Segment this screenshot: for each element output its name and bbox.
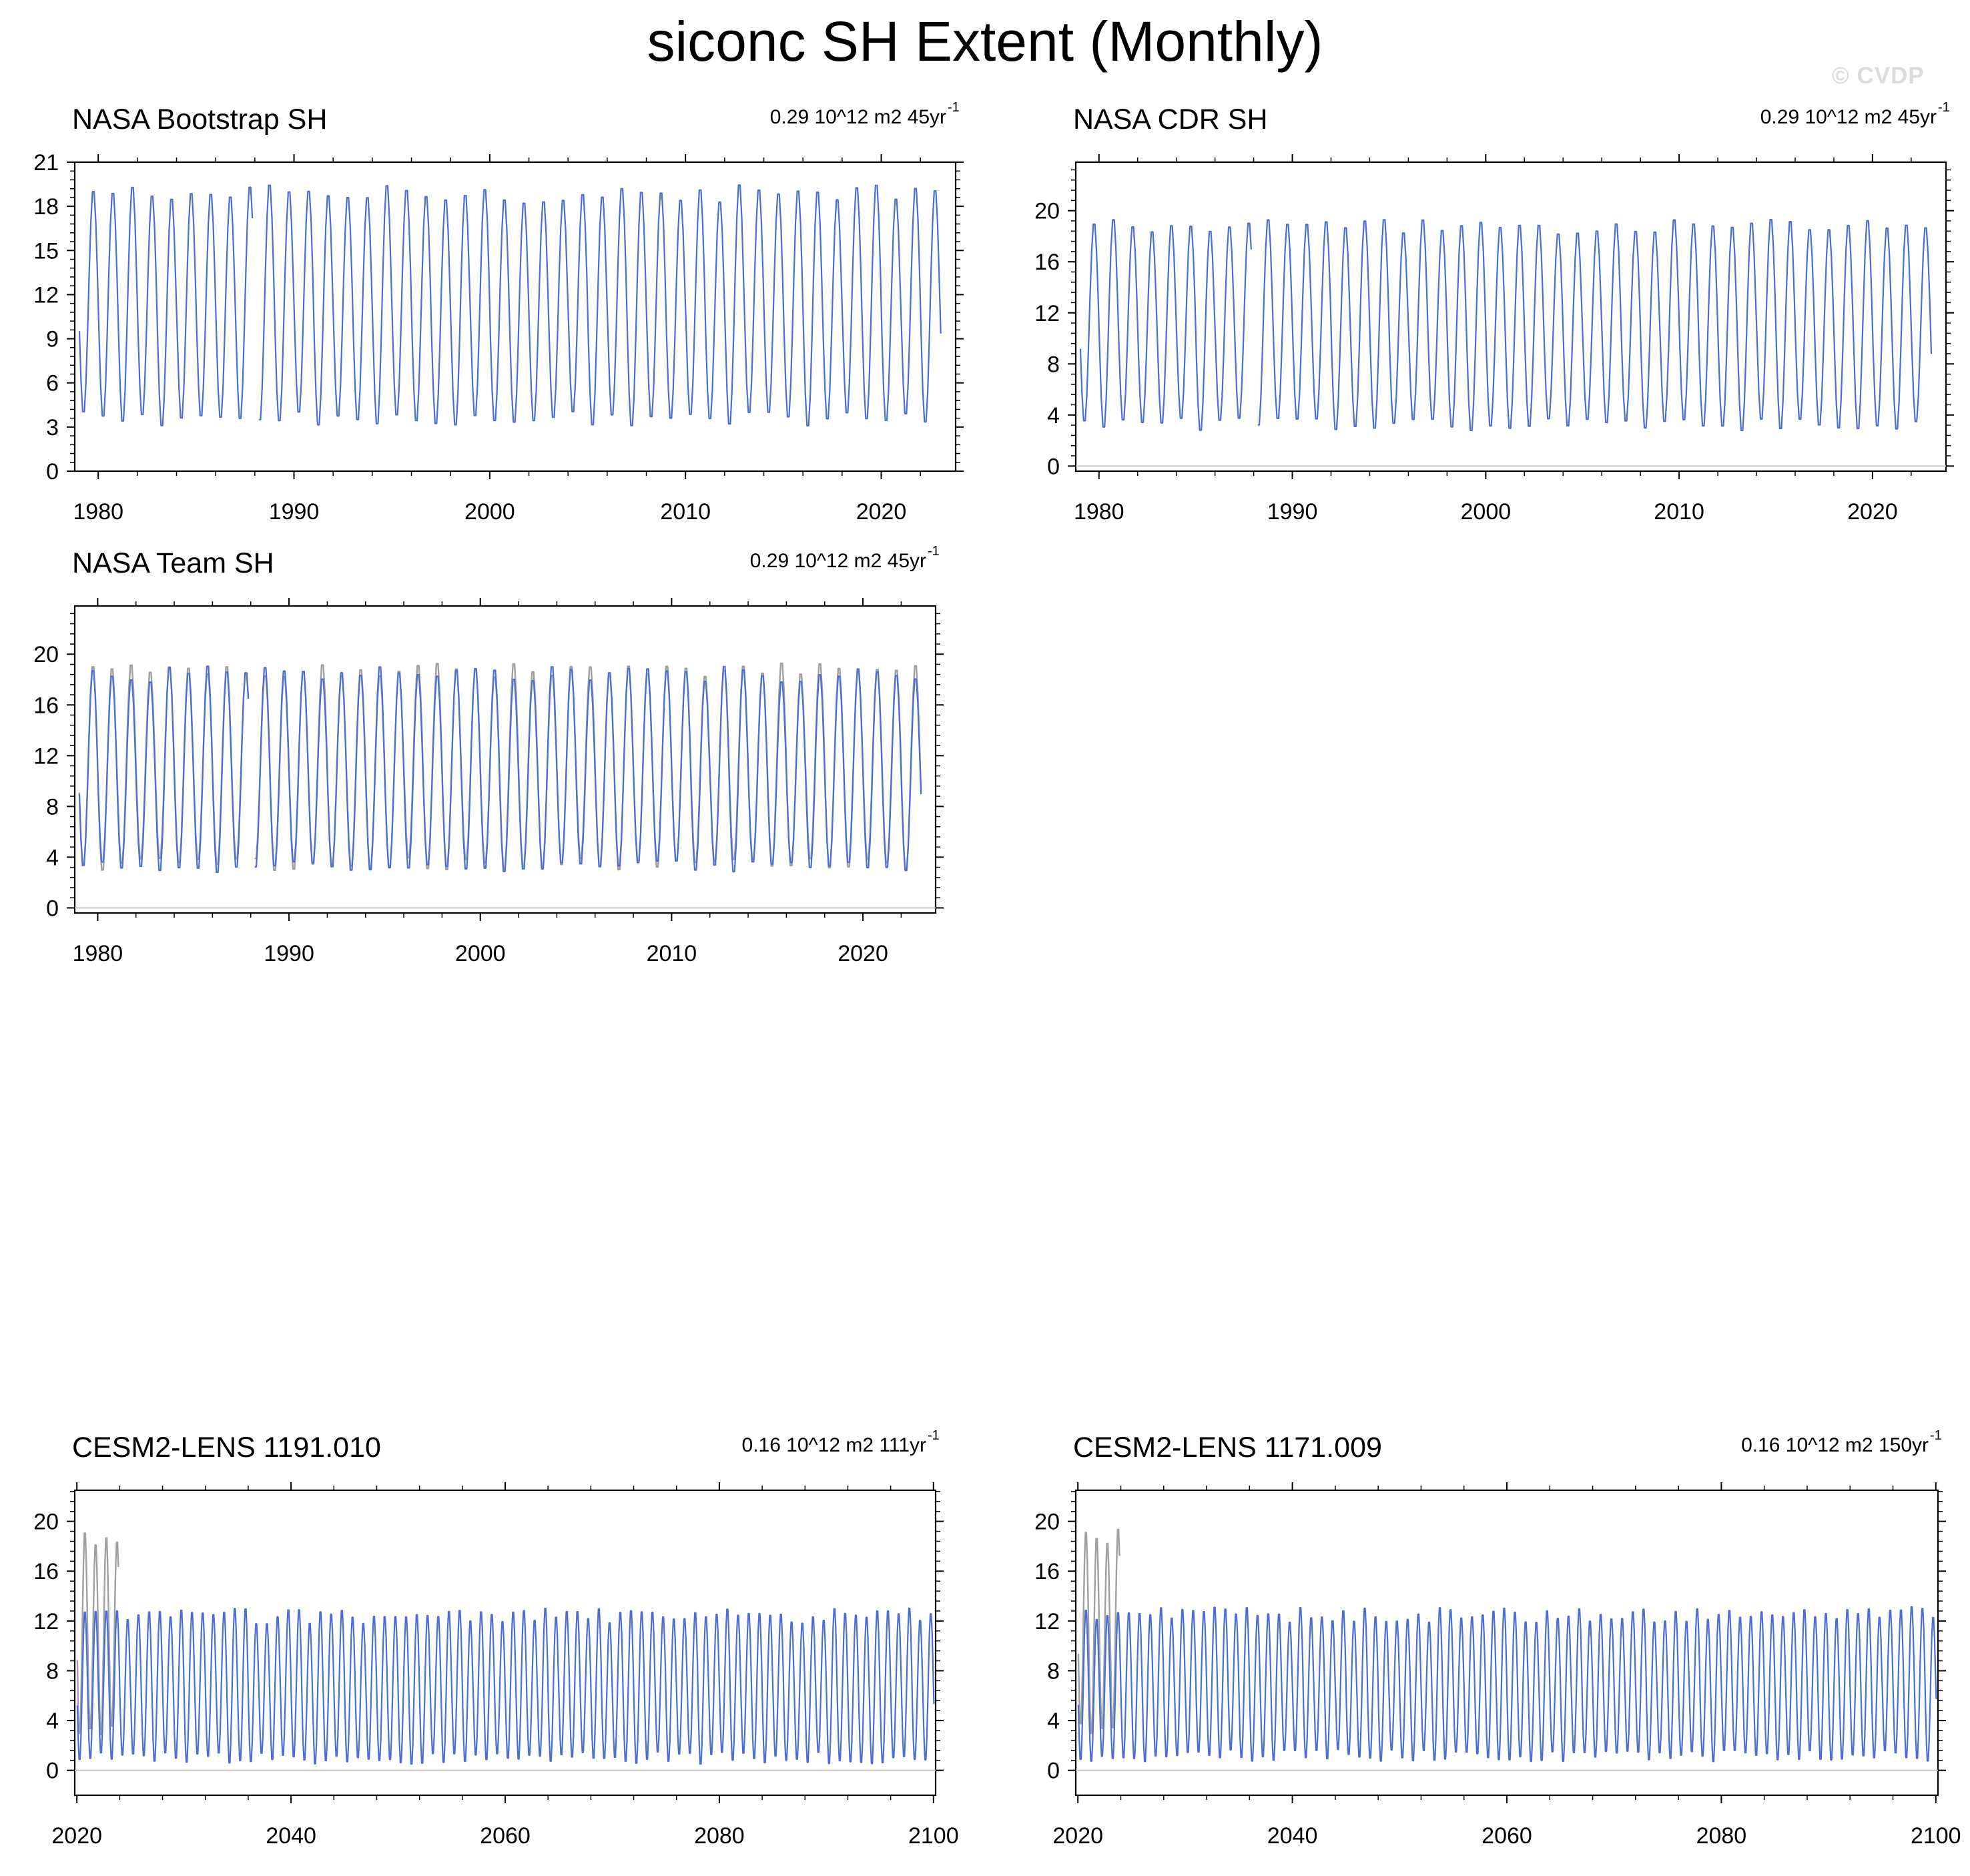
x-tick-label: 2020 (1847, 499, 1898, 525)
x-tick-label: 2020 (1052, 1823, 1103, 1849)
x-tick-label: 1980 (73, 941, 123, 966)
series-line (1077, 1606, 1937, 1763)
x-tick-label: 2040 (1267, 1823, 1318, 1849)
trend-exponent: -1 (948, 100, 960, 115)
trend-exponent: -1 (928, 544, 940, 559)
y-tick-label: 12 (33, 1609, 59, 1634)
x-tick-label: 2000 (464, 499, 515, 525)
reference-series-line (1077, 1528, 1120, 1735)
x-tick-label: 2060 (480, 1823, 531, 1849)
x-tick-label: 2060 (1482, 1823, 1532, 1849)
plot-frame (73, 161, 957, 473)
x-tick-label: 2040 (266, 1823, 316, 1849)
x-tick-label: 1980 (73, 499, 123, 525)
chart-panel-nasa-team: 0 4 8 12 16 20 1980 1990 2000 2010 2020 NASA Team S… (33, 544, 944, 966)
chart-panel-nasa-cdr: 0 4 8 12 16 20 1980 1990 2000 2010 2020 NASA CDR SH… (1034, 100, 1954, 525)
figure-title: siconc SH Extent (Monthly) (647, 10, 1323, 73)
x-tick-label: 2000 (1461, 499, 1512, 525)
x-tick-label: 1990 (269, 499, 320, 525)
series-line (78, 184, 942, 426)
trend-exponent: -1 (928, 1428, 940, 1443)
x-tick-label: 2020 (856, 499, 907, 525)
y-tick-label: 0 (46, 896, 59, 921)
y-tick-label: 20 (1034, 1510, 1060, 1535)
y-tick-label: 8 (46, 1658, 59, 1684)
plot-frame (1074, 161, 1947, 473)
watermark: © CVDP (1832, 63, 1925, 89)
series-line (76, 1607, 935, 1765)
y-tick-label: 16 (33, 1559, 59, 1584)
y-tick-label: 16 (33, 693, 59, 718)
panel-title: CESM2-LENS 1191.010 (72, 1432, 381, 1464)
trend-exponent: -1 (1938, 100, 1950, 115)
y-tick-label: 0 (46, 1759, 59, 1784)
y-tick-label: 16 (1034, 1559, 1060, 1584)
y-tick-label: 16 (1034, 250, 1060, 275)
y-tick-label: 18 (33, 194, 59, 220)
x-tick-label: 2080 (694, 1823, 745, 1849)
y-tick-label: 3 (46, 415, 59, 440)
y-tick-label: 4 (46, 845, 59, 870)
x-tick-label: 2010 (660, 499, 711, 525)
trend-label: 0.29 10^12 m2 45yr (750, 550, 926, 572)
x-tick-label: 2020 (838, 941, 888, 966)
trend-label: 0.16 10^12 m2 111yr (742, 1434, 926, 1456)
y-tick-label: 0 (1047, 454, 1060, 479)
series-line (78, 665, 922, 874)
y-tick-label: 4 (1047, 1708, 1060, 1734)
y-tick-label: 20 (33, 642, 59, 667)
x-tick-label: 2000 (455, 941, 506, 966)
y-tick-label: 0 (46, 459, 59, 485)
plot-frame (73, 605, 937, 914)
y-tick-label: 8 (1047, 352, 1060, 377)
x-tick-label: 2080 (1696, 1823, 1747, 1849)
y-tick-label: 0 (1047, 1759, 1060, 1784)
y-tick-label: 9 (46, 327, 59, 352)
trend-label: 0.29 10^12 m2 45yr (1760, 106, 1937, 128)
y-tick-label: 12 (33, 282, 59, 308)
x-tick-label: 2010 (647, 941, 697, 966)
y-tick-label: 21 (33, 150, 59, 176)
panel-title: CESM2-LENS 1171.009 (1073, 1432, 1382, 1464)
y-tick-label: 6 (46, 371, 59, 396)
y-tick-label: 12 (33, 743, 59, 769)
panel-title: NASA CDR SH (1073, 103, 1268, 135)
y-tick-label: 20 (1034, 199, 1060, 224)
trend-label: 0.29 10^12 m2 45yr (770, 106, 946, 128)
y-tick-label: 20 (33, 1510, 59, 1535)
x-tick-label: 1980 (1074, 499, 1124, 525)
reference-series-line (76, 1532, 119, 1736)
x-tick-label: 2100 (908, 1823, 959, 1849)
panel-title: NASA Team SH (72, 547, 274, 579)
x-tick-label: 1990 (1267, 499, 1318, 525)
y-tick-label: 8 (46, 794, 59, 820)
y-tick-label: 12 (1034, 301, 1060, 326)
series-line (1079, 219, 1933, 432)
y-tick-label: 4 (1047, 403, 1060, 428)
y-tick-label: 12 (1034, 1609, 1060, 1634)
chart-panel-nasa-bootstrap: 0 3 6 9 12 15 18 21 1980 1990 2000 2010 2020 NASA Boo… (33, 100, 964, 525)
y-tick-label: 4 (46, 1708, 59, 1734)
x-tick-label: 2010 (1654, 499, 1704, 525)
trend-exponent: -1 (1930, 1428, 1942, 1443)
x-tick-label: 2100 (1911, 1823, 1961, 1849)
panel-title: NASA Bootstrap SH (72, 103, 327, 135)
trend-label: 0.16 10^12 m2 150yr (1741, 1434, 1929, 1456)
x-tick-label: 1990 (264, 941, 314, 966)
y-tick-label: 15 (33, 238, 59, 264)
x-tick-label: 2020 (51, 1823, 102, 1849)
y-tick-label: 8 (1047, 1658, 1060, 1684)
